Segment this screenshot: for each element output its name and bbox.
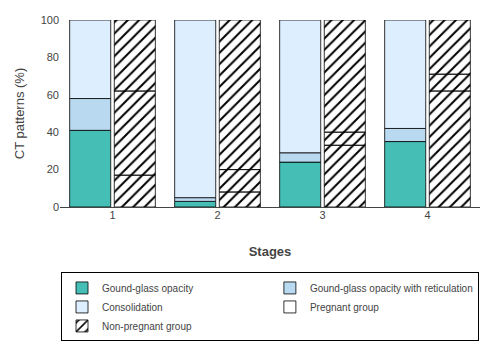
svg-text:1: 1 <box>109 209 115 221</box>
svg-text:3: 3 <box>319 209 325 221</box>
svg-text:CT patterns (%): CT patterns (%) <box>12 68 27 160</box>
svg-text:40: 40 <box>47 126 59 138</box>
svg-text:Stages: Stages <box>249 244 292 259</box>
svg-text:2: 2 <box>214 209 220 221</box>
svg-text:Consolidation: Consolidation <box>102 302 163 313</box>
svg-text:Non-pregnant group: Non-pregnant group <box>102 321 192 332</box>
svg-text:Gound-glass opacity: Gound-glass opacity <box>102 283 193 294</box>
svg-text:60: 60 <box>47 89 59 101</box>
svg-text:20: 20 <box>47 163 59 175</box>
svg-text:4: 4 <box>424 209 430 221</box>
svg-text:0: 0 <box>53 201 59 213</box>
svg-text:80: 80 <box>47 51 59 63</box>
svg-text:Gound-glass opacity with retic: Gound-glass opacity with reticulation <box>310 283 473 294</box>
svg-text:100: 100 <box>41 14 59 26</box>
svg-text:Pregnant group: Pregnant group <box>310 302 379 313</box>
